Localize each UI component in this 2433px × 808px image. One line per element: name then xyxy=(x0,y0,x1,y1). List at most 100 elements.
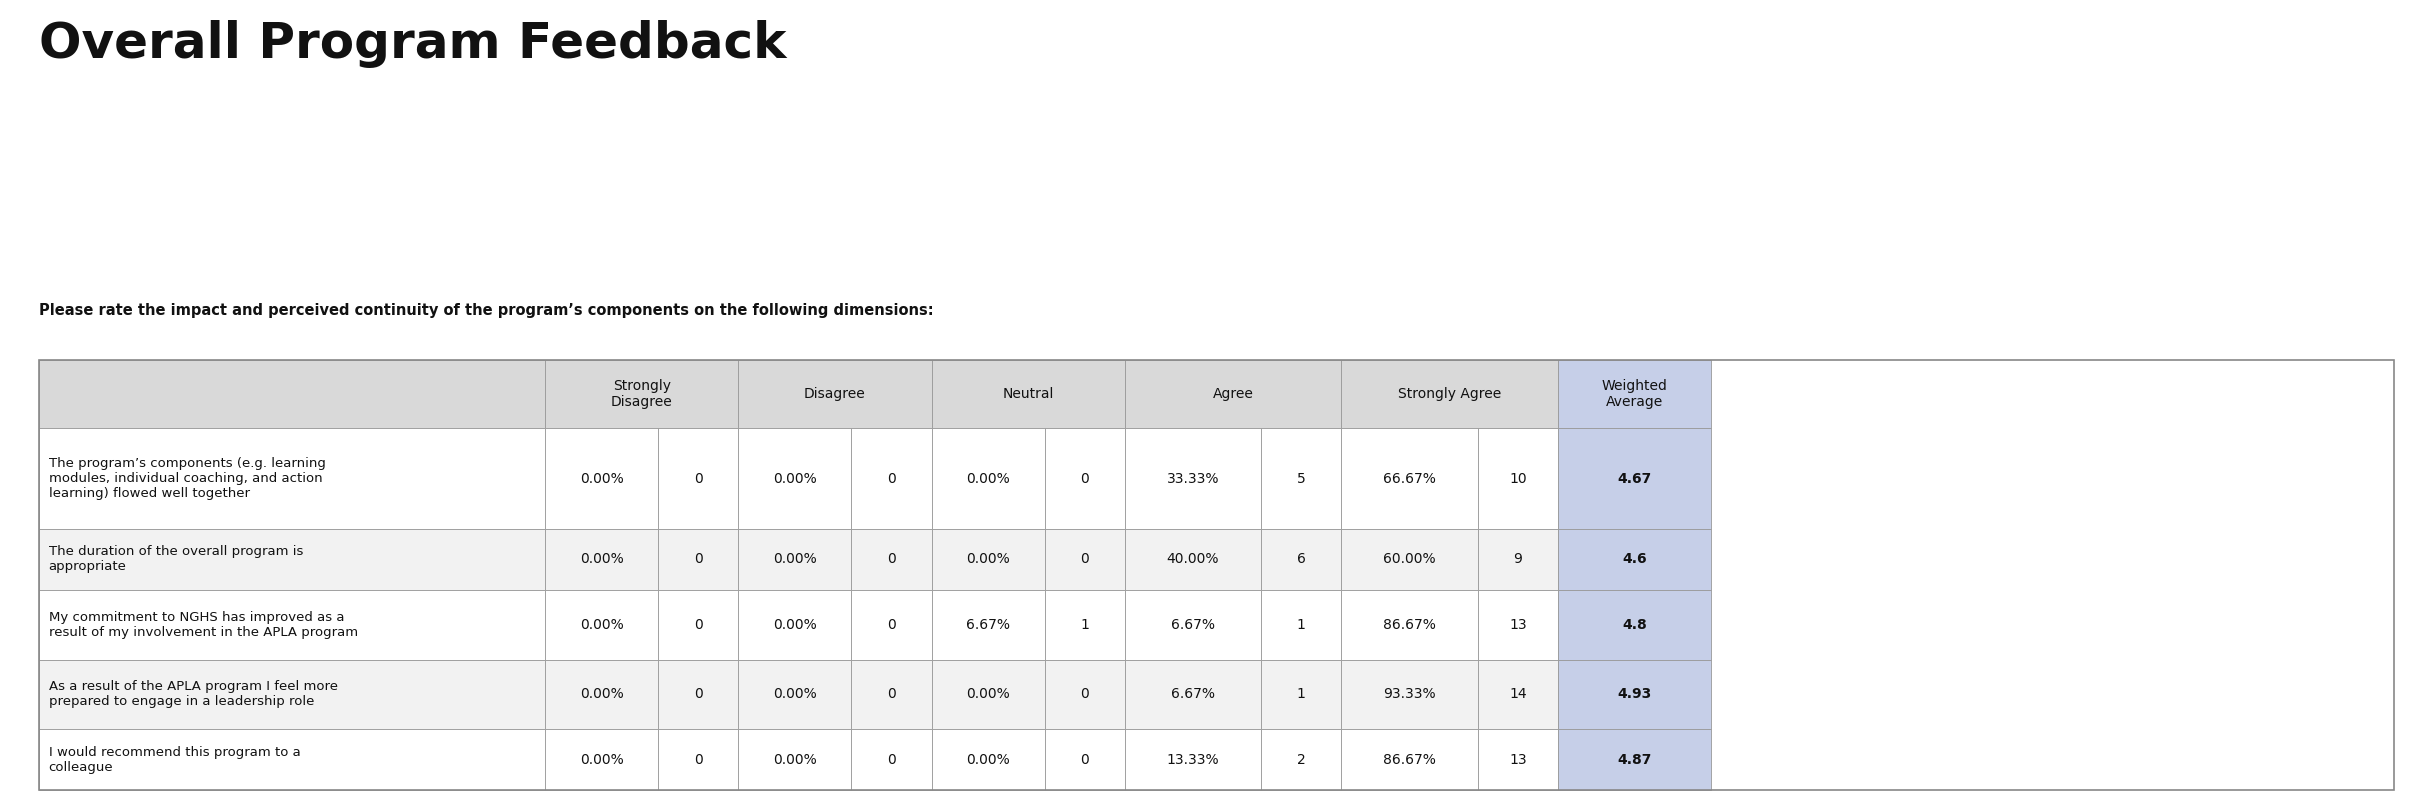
Bar xyxy=(659,659,737,730)
Bar xyxy=(1124,528,1260,590)
Text: 0.00%: 0.00% xyxy=(966,472,1010,486)
Text: 86.67%: 86.67% xyxy=(1384,617,1435,632)
Text: 0: 0 xyxy=(1080,472,1090,486)
Text: 1: 1 xyxy=(1297,617,1307,632)
Text: 10: 10 xyxy=(1508,472,1528,486)
Text: 6.67%: 6.67% xyxy=(1170,617,1214,632)
Bar xyxy=(1341,360,1557,428)
Bar xyxy=(852,528,932,590)
Text: 0.00%: 0.00% xyxy=(579,552,623,566)
Bar xyxy=(545,528,659,590)
Text: 33.33%: 33.33% xyxy=(1168,472,1219,486)
Text: 0: 0 xyxy=(1080,552,1090,566)
Bar xyxy=(1557,590,1710,659)
Text: 0: 0 xyxy=(693,617,703,632)
Text: 0.00%: 0.00% xyxy=(774,617,817,632)
Text: 0: 0 xyxy=(693,552,703,566)
Bar xyxy=(737,659,852,730)
Text: 0.00%: 0.00% xyxy=(774,552,817,566)
Bar xyxy=(545,590,659,659)
Bar xyxy=(852,730,932,790)
Bar xyxy=(1477,528,1557,590)
Bar xyxy=(1341,528,1477,590)
Bar xyxy=(1260,528,1341,590)
Bar xyxy=(1477,590,1557,659)
Text: 6.67%: 6.67% xyxy=(1170,688,1214,701)
Bar xyxy=(737,428,852,528)
Text: 13: 13 xyxy=(1508,753,1528,767)
Text: 1: 1 xyxy=(1297,688,1307,701)
Bar xyxy=(39,428,545,528)
Bar xyxy=(39,659,545,730)
Bar xyxy=(545,730,659,790)
Text: 0: 0 xyxy=(1080,753,1090,767)
Bar xyxy=(39,360,2394,790)
Bar xyxy=(932,360,1124,428)
Bar xyxy=(852,659,932,730)
Bar xyxy=(932,659,1044,730)
Bar xyxy=(1044,730,1124,790)
Text: 4.67: 4.67 xyxy=(1618,472,1652,486)
Bar xyxy=(39,528,545,590)
Bar xyxy=(1044,428,1124,528)
Text: 0: 0 xyxy=(888,617,895,632)
Bar xyxy=(932,428,1044,528)
Bar xyxy=(932,730,1044,790)
Bar xyxy=(1477,659,1557,730)
Bar xyxy=(1044,528,1124,590)
Text: Strongly Agree: Strongly Agree xyxy=(1399,387,1501,401)
Bar xyxy=(659,528,737,590)
Bar xyxy=(1124,590,1260,659)
Text: 0.00%: 0.00% xyxy=(579,617,623,632)
Text: Neutral: Neutral xyxy=(1002,387,1053,401)
Text: 0.00%: 0.00% xyxy=(579,753,623,767)
Bar xyxy=(39,590,545,659)
Bar xyxy=(1260,730,1341,790)
Text: 4.8: 4.8 xyxy=(1623,617,1647,632)
Bar xyxy=(1124,659,1260,730)
Text: 0: 0 xyxy=(888,552,895,566)
Bar xyxy=(1341,730,1477,790)
Bar xyxy=(1044,659,1124,730)
Text: 1: 1 xyxy=(1080,617,1090,632)
Text: 0: 0 xyxy=(693,472,703,486)
Text: I would recommend this program to a
colleague: I would recommend this program to a coll… xyxy=(49,746,299,774)
Text: Strongly
Disagree: Strongly Disagree xyxy=(611,379,672,409)
Text: 0: 0 xyxy=(888,753,895,767)
Bar xyxy=(1124,360,1341,428)
Text: 86.67%: 86.67% xyxy=(1384,753,1435,767)
Text: 0.00%: 0.00% xyxy=(774,688,817,701)
Text: 4.87: 4.87 xyxy=(1618,753,1652,767)
Text: 0.00%: 0.00% xyxy=(774,753,817,767)
Bar xyxy=(1557,360,1710,428)
Text: 13: 13 xyxy=(1508,617,1528,632)
Text: Agree: Agree xyxy=(1212,387,1253,401)
Text: 40.00%: 40.00% xyxy=(1168,552,1219,566)
Text: 0: 0 xyxy=(888,472,895,486)
Bar xyxy=(1260,590,1341,659)
Bar xyxy=(852,590,932,659)
Text: 0: 0 xyxy=(693,688,703,701)
Bar xyxy=(1260,428,1341,528)
Bar xyxy=(1124,428,1260,528)
Bar xyxy=(737,360,932,428)
Bar xyxy=(1341,428,1477,528)
Bar xyxy=(545,360,737,428)
Bar xyxy=(1477,428,1557,528)
Bar xyxy=(1557,528,1710,590)
Bar xyxy=(737,590,852,659)
Text: 0.00%: 0.00% xyxy=(966,552,1010,566)
Text: Overall Program Feedback: Overall Program Feedback xyxy=(39,20,786,68)
Bar xyxy=(932,528,1044,590)
Bar xyxy=(1477,730,1557,790)
Text: The program’s components (e.g. learning
modules, individual coaching, and action: The program’s components (e.g. learning … xyxy=(49,457,326,500)
Text: 0.00%: 0.00% xyxy=(579,688,623,701)
Text: 0.00%: 0.00% xyxy=(966,688,1010,701)
Text: 4.6: 4.6 xyxy=(1623,552,1647,566)
Bar xyxy=(1341,659,1477,730)
Text: 0.00%: 0.00% xyxy=(579,472,623,486)
Text: Weighted
Average: Weighted Average xyxy=(1601,379,1667,409)
Bar xyxy=(737,730,852,790)
Text: 93.33%: 93.33% xyxy=(1384,688,1435,701)
Bar xyxy=(39,360,545,428)
